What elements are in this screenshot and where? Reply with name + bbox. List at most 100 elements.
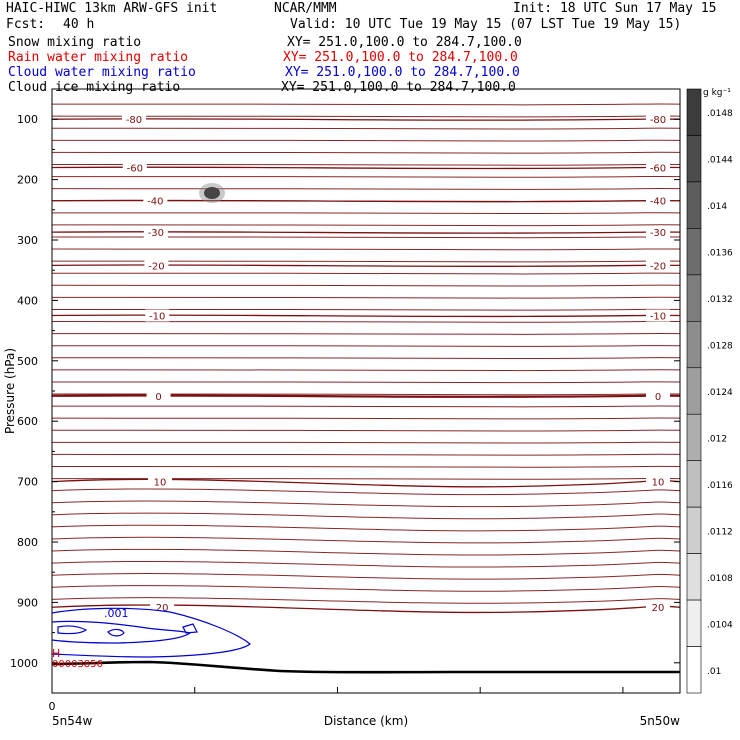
contour-label-right: -20 [650,261,666,272]
colorbar-swatch [686,506,702,554]
isotherm-line [51,175,681,178]
isotherm-line [51,536,681,544]
isotherm-line [51,573,681,580]
contour-label-left: -60 [127,164,143,175]
snow-blob-core [204,187,220,199]
contour-label-left: 20 [156,603,169,614]
y-axis-label: Pressure (hPa) [3,348,17,434]
colorbar-swatch [686,646,702,694]
contour-label-right: -60 [650,164,666,175]
contour-label-left: -30 [148,228,164,239]
contour-label-bg [148,475,172,488]
contour-label-bg [143,226,168,239]
field-xy-cloud-water: XY= 251.0,100.0 to 284.7,100.0 [285,65,520,80]
y-tick-label: 400 [17,294,38,307]
y-tick-label: 600 [17,415,38,428]
isotherm-line [51,524,681,532]
contour-label-bg [646,309,670,322]
colorbar-label: .0108 [707,574,733,584]
colorbar-swatch [686,460,702,508]
field-xy-rain: XY= 251.0,100.0 to 284.7,100.0 [283,50,518,65]
contour-label-right: -10 [650,312,666,323]
cloud-water-contour-inner [51,620,192,644]
temperature-contour [51,478,681,488]
contour-label-right: 10 [652,478,665,489]
colorbar-swatch [686,367,702,415]
field-name-cloud-ice: Cloud ice mixing ratio [8,80,181,95]
contour-label-bg [646,259,670,272]
colorbar-swatch [686,228,702,276]
isotherm-line [51,500,681,508]
contour-label-bg [646,113,670,126]
rain-max-marker: H [52,647,60,660]
y-tick-label: 300 [17,234,38,247]
colorbar-label: .0112 [707,527,733,537]
colorbar-label: .014 [707,202,727,212]
colorbar-label: .0132 [707,295,733,305]
contour-label-right: 20 [652,603,665,614]
field-xy-cloud-ice: XY= 251.0,100.0 to 284.7,100.0 [281,80,516,95]
contour-label-left: -40 [147,197,163,208]
cloud-water-label: .001 [104,607,129,620]
isotherm-line [51,585,681,592]
isotherm-line [51,272,681,275]
cloud-water-contour-small-3 [182,623,198,634]
isotherm-line [51,429,681,432]
temperature-contour [51,118,681,121]
isotherm-line [51,139,681,142]
y-tick-label: 1000 [10,657,38,670]
isotherm-line [51,369,681,372]
colorbar-swatch [686,599,702,647]
cloud-water-contour-outer [51,607,251,658]
y-tick-label: 800 [17,536,38,549]
colorbar: .0148 .0144 .014 .0136 .0132 .0128 .0124 .012 .0… [686,88,733,694]
contour-label-bg [646,601,670,614]
colorbar-label: .0116 [707,481,733,491]
x-axis-label: Distance (km) [324,714,408,728]
isotherm-line [51,248,681,251]
colorbar-swatch [686,274,702,322]
isotherm-line [51,211,681,215]
header-fcst-label: Fcst: [6,17,46,32]
colorbar-unit: g kg⁻¹ [703,88,731,98]
isotherm-line [51,308,681,311]
y-tick-label: 500 [17,355,38,368]
isotherm-line [51,332,681,335]
temperature-contour [51,394,681,398]
field-xy-snow: XY= 251.0,100.0 to 284.7,100.0 [287,35,522,50]
field-name-snow: Snow mixing ratio [8,35,142,50]
contour-label-bg [122,113,146,126]
contour-label-left: -20 [148,261,164,272]
field-name-rain: Rain water mixing ratio [8,50,189,65]
contour-label-bg [646,475,670,488]
contour-label-left: 0 [155,392,161,403]
colorbar-label: .0104 [707,620,733,630]
isotherm-line [51,465,681,468]
header-valid: Valid: 10 UTC Tue 19 May 15 (07 LST Tue … [290,17,682,32]
plot-frame [51,88,681,694]
contour-label-left: 10 [154,478,167,489]
contour-label-right: -80 [650,115,666,126]
colorbar-swatch [686,413,702,461]
x-left-label: 5n54w [52,714,93,728]
colorbar-label: .0128 [707,342,733,352]
contour-label-right: -40 [650,197,666,208]
header-fcst-value: 40 h [63,17,95,32]
colorbar-label: .0124 [707,388,733,398]
isotherm-line [51,296,681,299]
isotherm-line [51,224,681,227]
isotherm-line [51,405,681,408]
isotherm-line [51,548,681,556]
colorbar-label: .0148 [707,109,733,119]
contour-label-bg [122,161,147,174]
cloud-water-contour-small [57,625,88,635]
isotherm-line [51,284,681,287]
colorbar-swatch [686,181,702,229]
colorbar-label: .0136 [707,249,733,259]
isotherm-line [51,417,681,420]
contour-label-left: -80 [126,115,142,126]
isotherm-line [51,381,681,384]
temperature-contour [51,604,681,614]
